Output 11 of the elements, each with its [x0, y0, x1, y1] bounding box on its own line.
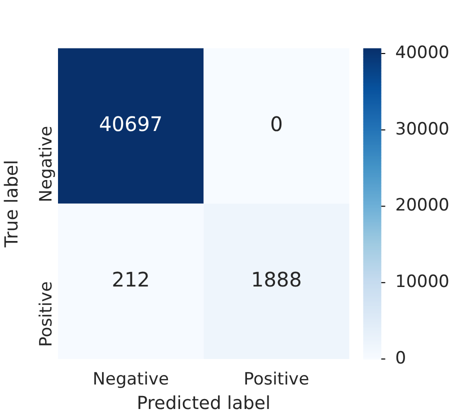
data-label: 1888: [250, 268, 302, 292]
y-axis-title: True label: [1, 160, 22, 248]
data-label: 0: [270, 112, 283, 136]
data-label: 40697: [99, 112, 163, 136]
color-bar-label: 10000: [395, 272, 450, 292]
x-axis-title: Predicted label: [136, 392, 271, 414]
color-bar-label: 20000: [395, 196, 450, 216]
color-bar-label: 30000: [395, 119, 450, 140]
color-bar-label: 40000: [395, 42, 450, 63]
color-bar-label: 0: [395, 348, 406, 368]
data-label: 212: [112, 268, 150, 292]
